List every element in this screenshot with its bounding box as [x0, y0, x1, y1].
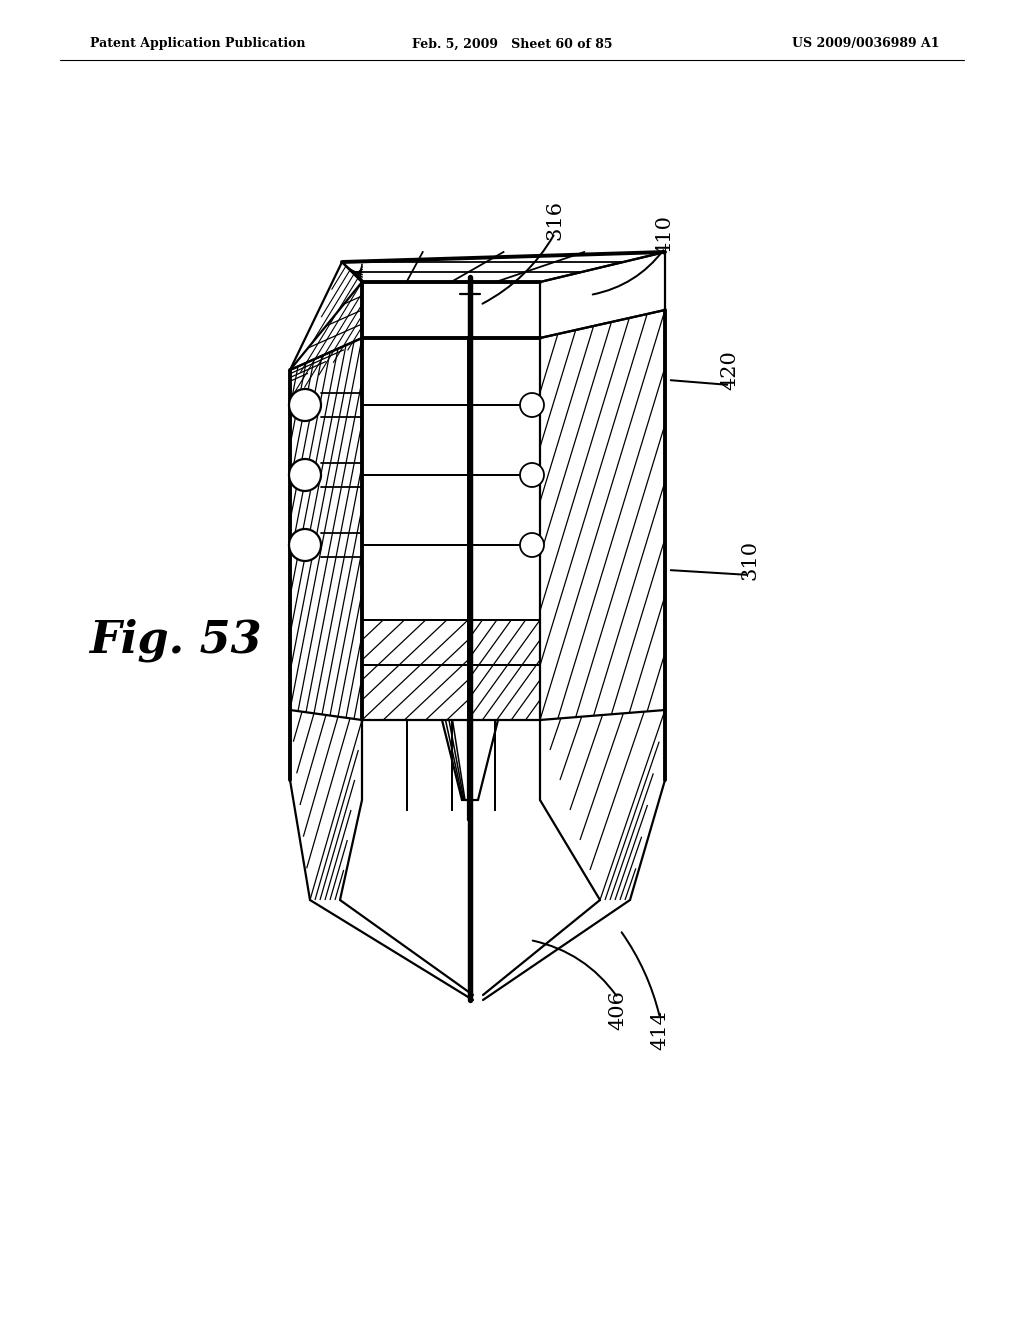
Circle shape: [289, 389, 321, 421]
Text: 310: 310: [740, 540, 760, 579]
FancyArrowPatch shape: [671, 380, 727, 384]
Text: 316: 316: [546, 201, 564, 240]
FancyArrowPatch shape: [622, 932, 659, 1015]
Text: Fig. 53: Fig. 53: [89, 618, 261, 661]
Text: 414: 414: [650, 1010, 670, 1049]
Circle shape: [520, 393, 544, 417]
Circle shape: [520, 533, 544, 557]
FancyArrowPatch shape: [671, 570, 748, 574]
Text: 420: 420: [721, 350, 739, 389]
FancyArrowPatch shape: [482, 235, 554, 304]
FancyArrowPatch shape: [593, 251, 664, 294]
Text: Feb. 5, 2009   Sheet 60 of 85: Feb. 5, 2009 Sheet 60 of 85: [412, 37, 612, 50]
Circle shape: [520, 463, 544, 487]
Text: 406: 406: [608, 990, 628, 1030]
Text: 410: 410: [655, 215, 675, 255]
Text: Patent Application Publication: Patent Application Publication: [90, 37, 305, 50]
Text: US 2009/0036989 A1: US 2009/0036989 A1: [793, 37, 940, 50]
Circle shape: [289, 459, 321, 491]
Circle shape: [289, 529, 321, 561]
FancyArrowPatch shape: [532, 941, 616, 995]
